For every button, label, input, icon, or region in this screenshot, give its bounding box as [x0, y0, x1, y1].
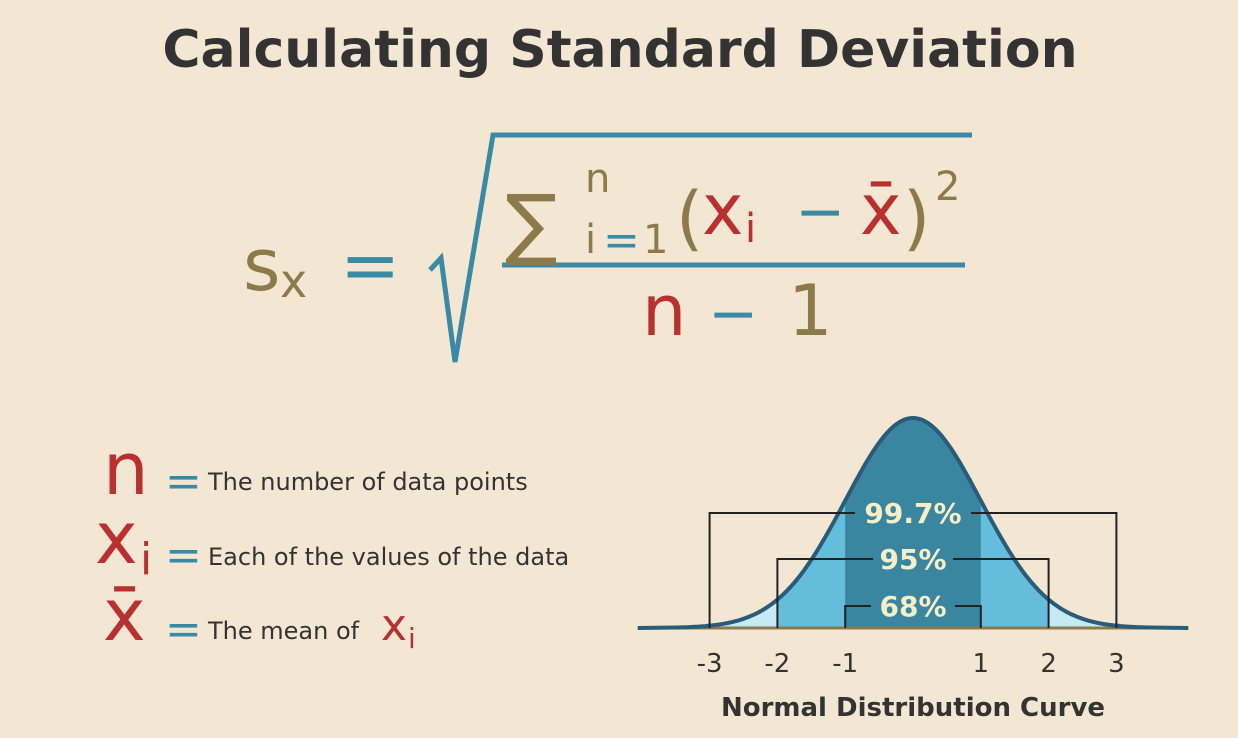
formula-equals: =	[340, 223, 400, 307]
interval-label: 99.7%	[864, 497, 961, 530]
paren-open: (	[676, 177, 703, 259]
legend-symbol: n	[103, 427, 149, 511]
formula: s x = ∑ n i = 1 ( x i − x̄ ) 2 n − 1	[243, 132, 972, 363]
formula-symbol: s	[243, 223, 281, 307]
sum-lower-equals: =	[603, 215, 640, 266]
legend-text: The mean of	[207, 617, 360, 645]
formula-subscript: x	[280, 254, 307, 308]
normal-curve: 99.7% 95% 68% -3 -2 -1 1 2 3	[637, 416, 1189, 679]
x-tick-label: -3	[697, 649, 723, 679]
x-tick-label: 2	[1040, 649, 1057, 679]
region-inner	[845, 418, 981, 628]
denominator-n: n	[642, 270, 686, 352]
x-tick-label: 3	[1108, 649, 1125, 679]
legend-inline-symbol: x	[381, 600, 407, 651]
legend-subscript: i	[140, 534, 152, 585]
power: 2	[935, 164, 960, 210]
title: Calculating Standard Deviation	[162, 20, 1077, 80]
legend-text: Each of the values of the data	[208, 543, 569, 571]
curve-outline	[637, 416, 1189, 630]
denominator-minus: −	[708, 279, 758, 349]
interval-label: 68%	[879, 590, 946, 623]
bracket	[844, 605, 982, 628]
sum-lower: i	[585, 217, 596, 263]
radical	[428, 132, 972, 363]
x-tick-label: -1	[832, 649, 858, 679]
legend: n = The number of data points x i = Each…	[95, 427, 569, 657]
sum-upper: n	[585, 156, 610, 202]
minus: −	[795, 177, 845, 247]
legend-inline-subscript: i	[408, 622, 416, 655]
legend-text: The number of data points	[207, 468, 528, 496]
legend-equals: =	[165, 530, 202, 581]
denominator-one: 1	[788, 270, 833, 352]
paren-close: )	[903, 177, 930, 259]
mean: x̄	[860, 169, 901, 251]
sum-lower-start: 1	[643, 217, 668, 263]
interval-label: 95%	[879, 543, 946, 576]
x-tick-label: -2	[764, 649, 790, 679]
legend-symbol: x̄	[103, 573, 146, 657]
bracket	[708, 512, 1118, 628]
term: x	[702, 169, 743, 251]
legend-equals: =	[165, 456, 202, 507]
curve-caption: Normal Distribution Curve	[721, 693, 1105, 723]
legend-symbol: x	[95, 496, 138, 580]
bracket	[776, 558, 1050, 628]
x-tick-label: 1	[973, 649, 990, 679]
sum-sign: ∑	[505, 179, 558, 269]
legend-equals: =	[165, 604, 202, 655]
term-subscript: i	[745, 206, 756, 252]
